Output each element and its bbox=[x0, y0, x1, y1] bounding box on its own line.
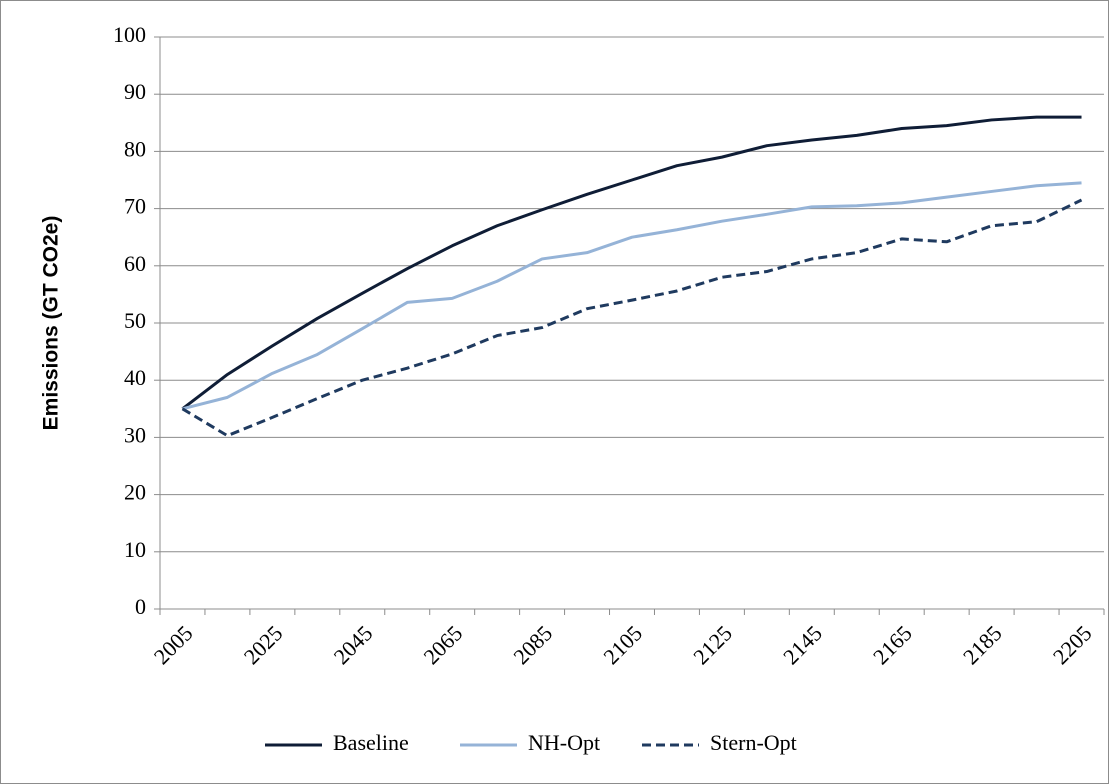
legend-label: Stern-Opt bbox=[710, 730, 797, 755]
y-tick-label: 10 bbox=[124, 537, 146, 562]
y-tick-label: 20 bbox=[124, 480, 146, 505]
legend-label: NH-Opt bbox=[528, 730, 600, 755]
y-tick-label: 0 bbox=[135, 594, 146, 619]
series-line bbox=[182, 181, 1082, 411]
y-tick-label: 60 bbox=[124, 251, 146, 276]
y-tick-label: 100 bbox=[113, 22, 146, 47]
legend-label: Baseline bbox=[333, 730, 409, 755]
y-tick-label: 90 bbox=[124, 79, 146, 104]
y-axis-title: Emissions (GT CO2e) bbox=[40, 216, 63, 431]
y-tick-label: 30 bbox=[124, 422, 146, 447]
y-tick-label: 50 bbox=[124, 308, 146, 333]
y-tick-label: 40 bbox=[124, 365, 146, 390]
y-tick-label: 80 bbox=[124, 136, 146, 161]
series-line bbox=[181, 115, 1082, 410]
series-line bbox=[181, 198, 1083, 438]
y-tick-label: 70 bbox=[124, 194, 146, 219]
